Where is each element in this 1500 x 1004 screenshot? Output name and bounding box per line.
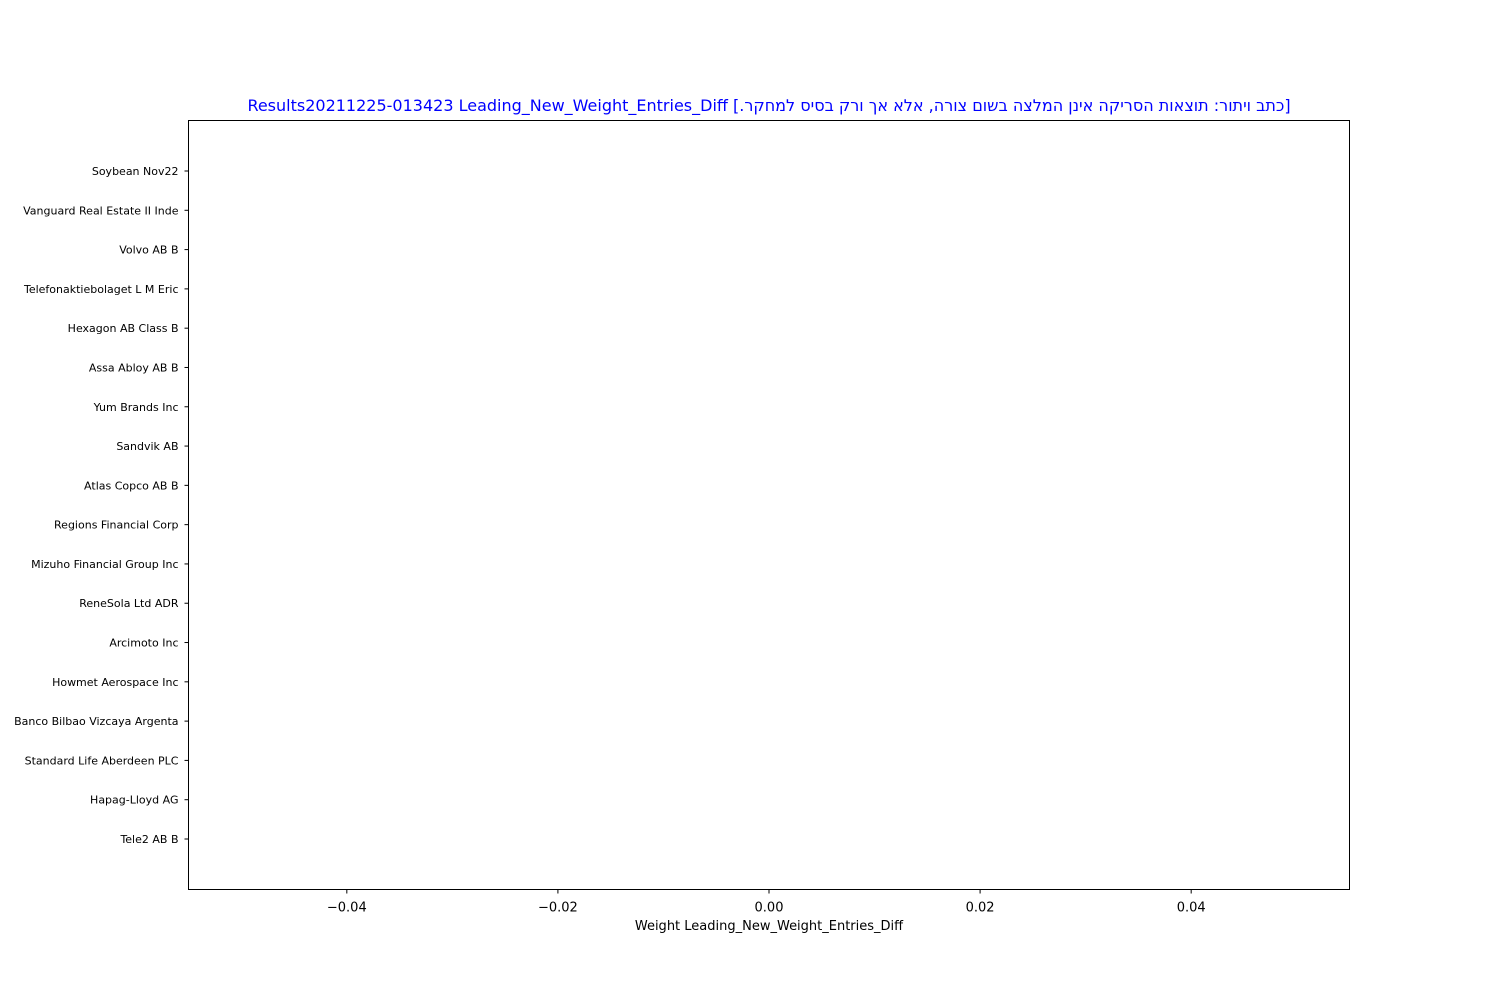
y-tick-label: Mizuho Financial Group Inc [31,558,178,571]
x-axis-label: Weight Leading_New_Weight_Entries_Diff [635,919,904,934]
x-tick-label: 0.02 [966,901,995,916]
chart-title: Results20211225-013423 Leading_New_Weigh… [247,96,1290,116]
y-tick-label: ReneSola Ltd ADR [79,597,179,610]
y-tick-label: Standard Life Aberdeen PLC [25,754,179,767]
x-tick-label: −0.04 [327,901,367,916]
y-tick-label: Arcimoto Inc [109,637,178,650]
y-tick-label: Atlas Copco AB B [84,479,178,492]
x-tick-label: 0.04 [1177,901,1206,916]
y-tick-label: Sandvik AB [116,440,178,453]
y-tick-label: Assa Abloy AB B [89,361,179,374]
plot-area-frame [188,120,1350,890]
y-tick-label: Regions Financial Corp [54,519,178,532]
y-tick-label: Telefonaktiebolaget L M Eric [23,283,179,296]
y-axis-ticks: Soybean Nov22 Vanguard Real Estate II Ind… [14,165,189,846]
y-tick-label: Tele2 AB B [119,833,178,846]
y-tick-label: Soybean Nov22 [92,165,179,178]
y-tick-label: Banco Bilbao Vizcaya Argenta [14,715,178,728]
y-tick-label: Howmet Aerospace Inc [52,676,178,689]
x-tick-label: −0.02 [538,901,578,916]
y-tick-label: Volvo AB B [119,244,178,257]
y-tick-label: Hexagon AB Class B [68,322,179,335]
x-axis-ticks: −0.04 −0.02 0.00 0.02 0.04 [327,889,1206,916]
y-tick-label: Yum Brands Inc [93,401,179,414]
y-tick-label: Hapag-Lloyd AG [90,794,178,807]
x-tick-label: 0.00 [755,901,784,916]
y-tick-label: Vanguard Real Estate II Inde [23,204,179,217]
